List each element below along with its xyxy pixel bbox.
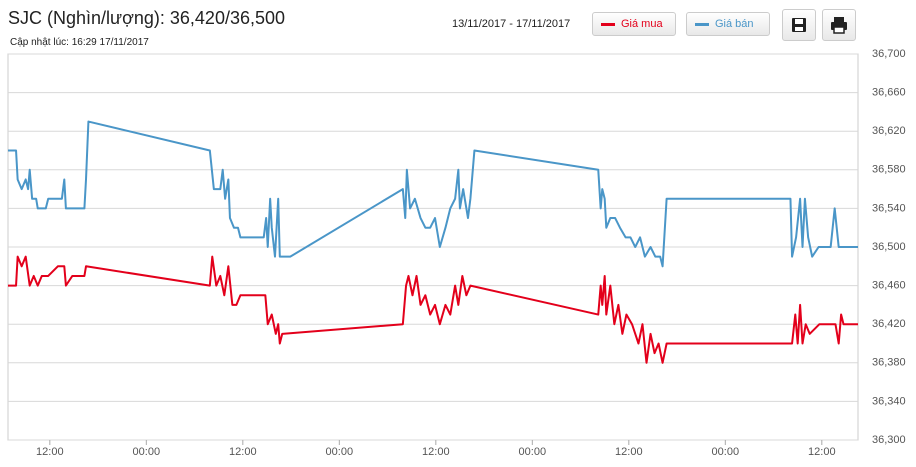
x-tick-label: 12:00 <box>808 446 836 458</box>
x-tick-label: 00:00 <box>712 446 740 458</box>
x-tick-label: 00:00 <box>133 446 161 458</box>
print-button[interactable] <box>822 9 856 41</box>
legend-swatch <box>695 23 709 26</box>
x-tick-label: 12:00 <box>422 446 450 458</box>
title: SJC (Nghìn/lượng): 36,420/36,500 <box>8 8 286 28</box>
x-tick-label: 12:00 <box>36 446 64 458</box>
y-tick-label: 36,340 <box>872 395 906 407</box>
subtitle: Cập nhật lúc: 16:29 17/11/2017 <box>10 37 149 48</box>
line-series <box>8 255 858 364</box>
print-icon <box>831 17 847 34</box>
legend-label: Giá mua <box>621 18 663 30</box>
y-tick-label: 36,540 <box>872 202 906 214</box>
x-tick-label: 00:00 <box>326 446 354 458</box>
save-button[interactable] <box>782 9 816 41</box>
y-tick-label: 36,700 <box>872 48 906 60</box>
line-series <box>8 120 858 268</box>
y-tick-label: 36,580 <box>872 164 906 176</box>
date-range: 13/11/2017 - 17/11/2017 <box>452 18 571 30</box>
y-tick-label: 36,300 <box>872 434 906 446</box>
x-tick-label: 12:00 <box>229 446 257 458</box>
y-tick-label: 36,660 <box>872 87 906 99</box>
legend-buy[interactable]: Giá mua <box>592 12 676 36</box>
legend-label: Giá bán <box>715 18 754 30</box>
x-tick-label: 00:00 <box>519 446 547 458</box>
legend-sell[interactable]: Giá bán <box>686 12 770 36</box>
legend-swatch <box>601 23 615 26</box>
save-icon <box>792 18 806 32</box>
y-tick-label: 36,500 <box>872 241 906 253</box>
y-tick-label: 36,380 <box>872 357 906 369</box>
x-tick-label: 12:00 <box>615 446 643 458</box>
y-tick-label: 36,420 <box>872 318 906 330</box>
y-tick-label: 36,620 <box>872 125 906 137</box>
y-tick-label: 36,460 <box>872 280 906 292</box>
